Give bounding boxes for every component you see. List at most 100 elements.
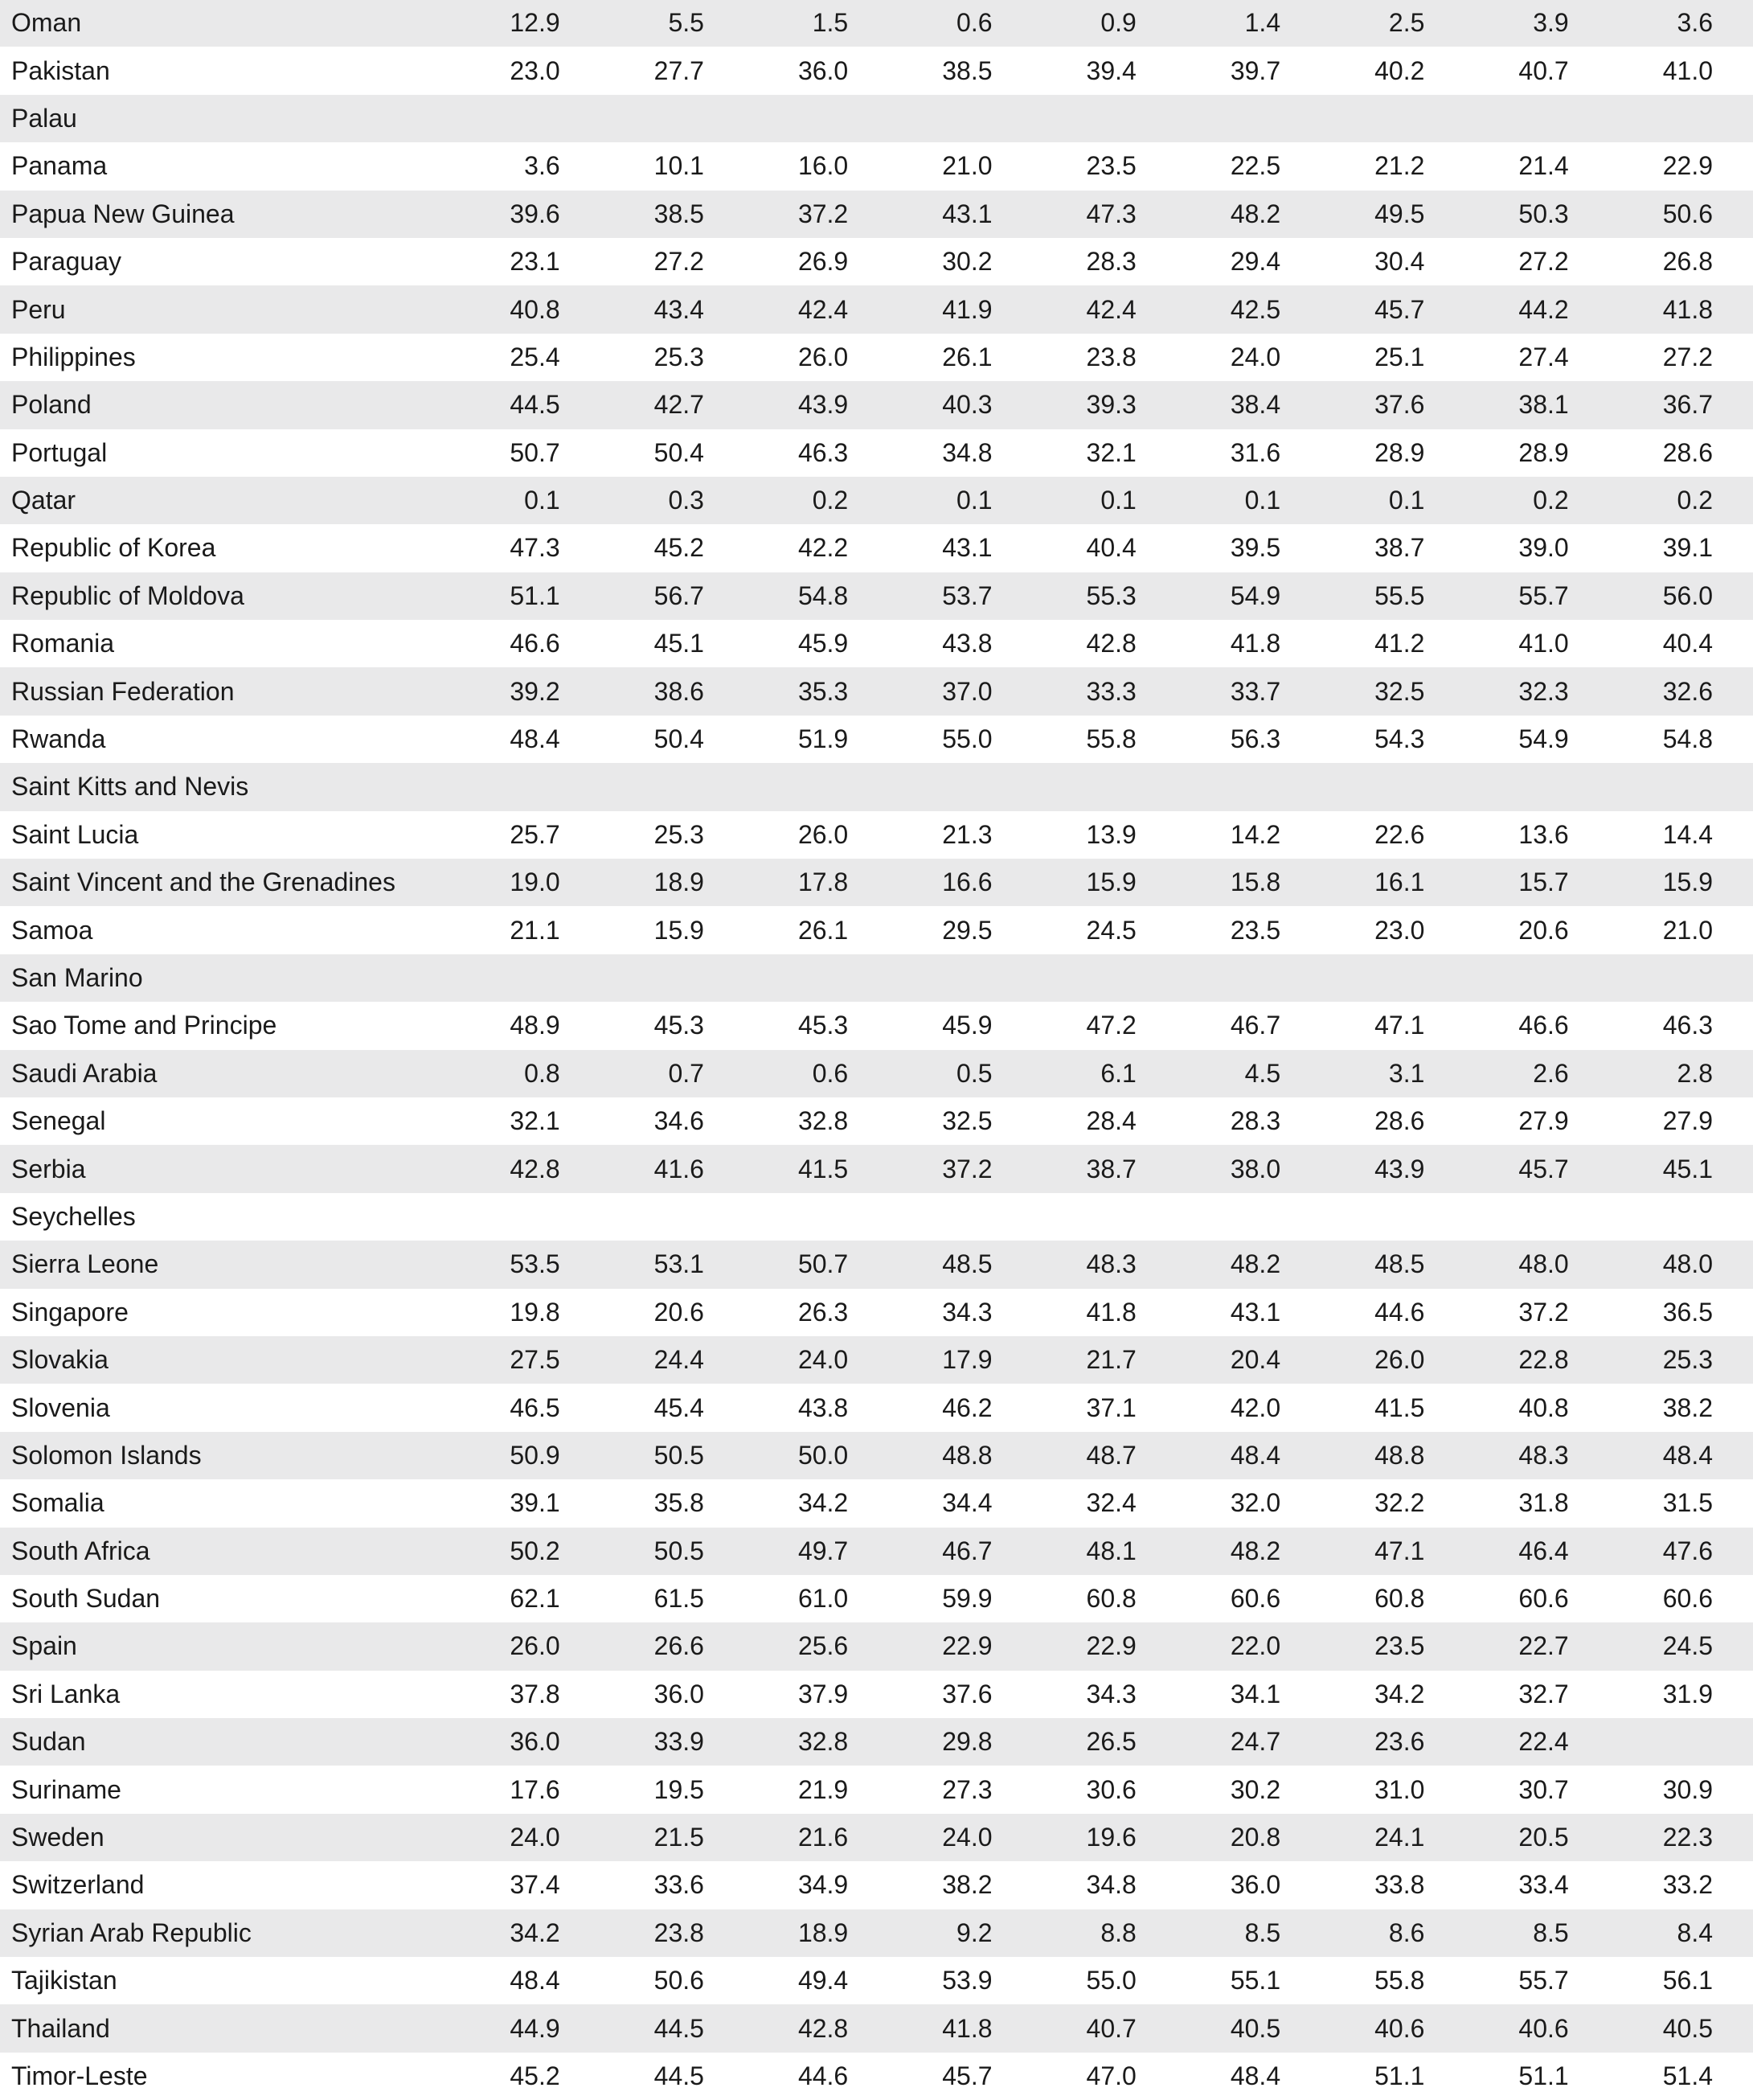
- table-row: San Marino: [0, 954, 1753, 1003]
- value-cell: 20.8: [1230, 1823, 1281, 1852]
- value-cell: 22.9: [1086, 1631, 1137, 1661]
- value-cell: 26.1: [942, 342, 993, 371]
- value-cell: 22.8: [1518, 1345, 1569, 1375]
- country-name-cell: Sudan: [11, 1727, 86, 1757]
- value-cell: 39.1: [1662, 533, 1713, 563]
- value-cell: 33.3: [1086, 676, 1137, 706]
- value-cell: 0.8: [524, 1058, 560, 1088]
- country-name-cell: Saint Kitts and Nevis: [11, 772, 249, 802]
- value-cell: 42.8: [510, 1154, 560, 1183]
- value-cell: 30.4: [1374, 247, 1425, 277]
- value-cell: 32.7: [1518, 1679, 1569, 1708]
- country-name-cell: Serbia: [11, 1154, 86, 1183]
- value-cell: 47.3: [510, 533, 560, 563]
- value-cell: 48.2: [1230, 199, 1281, 228]
- value-cell: 40.4: [1662, 629, 1713, 658]
- country-name-cell: Somalia: [11, 1488, 104, 1518]
- value-cell: 36.0: [1230, 1870, 1281, 1900]
- value-cell: 26.0: [1374, 1345, 1425, 1375]
- table-row: Somalia 39.1 35.8 34.2 34.4 32.4 32.0 32.2 31.8 3…: [0, 1479, 1753, 1528]
- value-cell: 45.1: [1662, 1154, 1713, 1183]
- value-cell: 0.2: [1533, 486, 1569, 515]
- country-name-cell: Oman: [11, 8, 82, 38]
- value-cell: 43.9: [1374, 1154, 1425, 1183]
- value-cell: 22.5: [1230, 151, 1281, 181]
- value-cell: 40.5: [1662, 2013, 1713, 2043]
- value-cell: 24.0: [942, 1823, 993, 1852]
- country-name-cell: Philippines: [11, 342, 136, 371]
- country-name-cell: South Sudan: [11, 1584, 161, 1614]
- value-cell: 55.1: [1230, 1966, 1281, 1995]
- value-cell: 45.9: [942, 1011, 993, 1040]
- value-cell: 55.8: [1374, 1966, 1425, 1995]
- table-row: Sao Tome and Principe 48.9 45.3 45.3 45.9 47.…: [0, 1002, 1753, 1050]
- value-cell: 36.7: [1662, 390, 1713, 420]
- value-cell: 38.1: [1518, 390, 1569, 420]
- value-cell: 41.9: [942, 294, 993, 324]
- value-cell: 38.5: [942, 55, 993, 85]
- value-cell: 0.1: [1388, 486, 1425, 515]
- value-cell: 46.3: [1662, 1011, 1713, 1040]
- table-row: Saint Lucia 25.7 25.3 26.0 21.3 13.9 14.2 22.6 1…: [0, 810, 1753, 859]
- value-cell: 22.3: [1662, 1823, 1713, 1852]
- value-cell: 0.9: [1100, 8, 1137, 38]
- value-cell: 15.7: [1518, 867, 1569, 897]
- value-cell: 45.3: [797, 1011, 849, 1040]
- value-cell: 37.2: [1518, 1297, 1569, 1327]
- value-cell: 0.6: [812, 1058, 849, 1088]
- value-cell: 42.8: [1086, 629, 1137, 658]
- value-cell: 48.4: [1230, 1440, 1281, 1470]
- value-cell: 53.9: [942, 1966, 993, 1995]
- value-cell: 16.1: [1374, 867, 1425, 897]
- value-cell: 42.7: [653, 390, 704, 420]
- table-row: Slovakia 27.5 24.4 24.0 17.9 21.7 20.4 26.0 22.8…: [0, 1335, 1753, 1384]
- country-name-cell: Panama: [11, 151, 108, 181]
- value-cell: 48.0: [1518, 1249, 1569, 1279]
- value-cell: 41.5: [797, 1154, 849, 1183]
- table-row: Sierra Leone 53.5 53.1 50.7 48.5 48.3 48.2 48.5…: [0, 1241, 1753, 1289]
- value-cell: 44.6: [797, 2061, 849, 2090]
- value-cell: 0.1: [524, 486, 560, 515]
- value-cell: 32.8: [797, 1727, 849, 1757]
- value-cell: 43.1: [942, 533, 993, 563]
- country-name-cell: Solomon Islands: [11, 1440, 202, 1470]
- value-cell: 27.2: [1662, 342, 1713, 371]
- value-cell: 46.3: [797, 437, 849, 467]
- value-cell: 26.0: [797, 819, 849, 849]
- value-cell: 19.6: [1086, 1823, 1137, 1852]
- value-cell: 41.6: [653, 1154, 704, 1183]
- value-cell: 43.8: [942, 629, 993, 658]
- value-cell: 22.6: [1374, 819, 1425, 849]
- value-cell: 21.4: [1518, 151, 1569, 181]
- value-cell: 44.5: [653, 2013, 704, 2043]
- value-cell: 55.7: [1518, 580, 1569, 610]
- value-cell: 48.8: [942, 1440, 993, 1470]
- value-cell: 62.1: [510, 1584, 560, 1614]
- value-cell: 41.0: [1518, 629, 1569, 658]
- value-cell: 31.8: [1518, 1488, 1569, 1518]
- value-cell: 46.6: [1518, 1011, 1569, 1040]
- value-cell: 34.6: [653, 1106, 704, 1136]
- value-cell: 47.2: [1086, 1011, 1137, 1040]
- table-row: Qatar 0.1 0.3 0.2 0.1 0.1 0.1 0.1 0.2 0.2: [0, 476, 1753, 525]
- country-name-cell: Saint Vincent and the Grenadines: [11, 867, 395, 897]
- value-cell: 33.7: [1230, 676, 1281, 706]
- value-cell: 45.4: [653, 1392, 704, 1422]
- value-cell: 15.9: [1086, 867, 1137, 897]
- value-cell: 22.0: [1230, 1631, 1281, 1661]
- value-cell: 34.4: [942, 1488, 993, 1518]
- value-cell: 0.6: [956, 8, 993, 38]
- value-cell: 42.0: [1230, 1392, 1281, 1422]
- table-row: Spain 26.0 26.6 25.6 22.9 22.9 22.0 23.5 22.7 24.…: [0, 1622, 1753, 1671]
- value-cell: 50.6: [653, 1966, 704, 1995]
- table-row: South Sudan 62.1 61.5 61.0 59.9 60.8 60.6 60.8 6…: [0, 1574, 1753, 1623]
- table-row: Philippines 25.4 25.3 26.0 26.1 23.8 24.0 25.1 2…: [0, 333, 1753, 382]
- table-row: Switzerland 37.4 33.6 34.9 38.2 34.8 36.0 33.8 3…: [0, 1861, 1753, 1909]
- value-cell: 28.3: [1086, 247, 1137, 277]
- country-name-cell: Sao Tome and Principe: [11, 1011, 277, 1040]
- value-cell: 51.1: [1374, 2061, 1425, 2090]
- value-cell: 21.0: [942, 151, 993, 181]
- value-cell: 23.5: [1374, 1631, 1425, 1661]
- value-cell: 9.2: [956, 1917, 993, 1947]
- value-cell: 21.0: [1662, 915, 1713, 945]
